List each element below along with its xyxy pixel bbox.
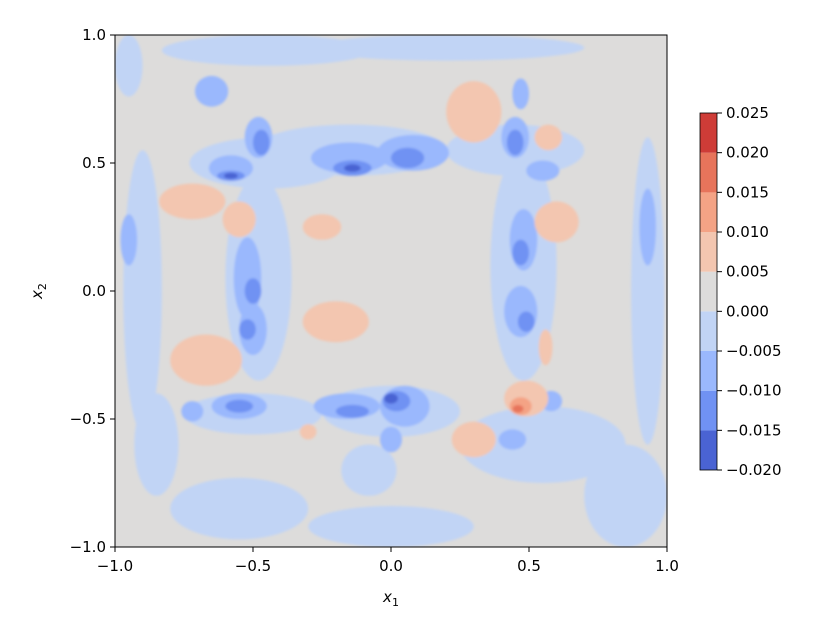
- contour-region: [170, 477, 309, 540]
- colorbar-band: [700, 152, 717, 193]
- contour-region: [308, 506, 474, 547]
- contour-region: [446, 81, 502, 143]
- colorbar-tick-label: −0.010: [726, 382, 782, 400]
- colorbar-tick-label: 0.025: [726, 104, 769, 122]
- contour-region: [308, 35, 585, 61]
- contour-region: [504, 285, 538, 338]
- contour-region: [344, 164, 361, 172]
- contour-region: [512, 405, 524, 413]
- contour-region: [391, 147, 425, 169]
- colorbar-ticks: −0.020 −0.015 −0.010 −0.005 0.000 0.005 0.010 0…: [717, 104, 782, 479]
- contour-region: [195, 75, 229, 107]
- colorbar-tick-label: −0.005: [726, 342, 782, 360]
- colorbar-band: [700, 271, 717, 312]
- colorbar-tick-label: 0.020: [726, 144, 769, 162]
- y-tick-label: −1.0: [70, 538, 106, 556]
- plot-area: [114, 34, 668, 548]
- contour-region: [244, 278, 262, 304]
- contour-region: [161, 35, 372, 66]
- colorbar-tick-label: −0.015: [726, 421, 782, 439]
- x-tick-label: −1.0: [97, 557, 133, 575]
- contour-region: [451, 421, 496, 458]
- contour-region: [123, 150, 162, 432]
- contour-region: [225, 399, 253, 413]
- colorbar-tick-label: −0.020: [726, 461, 782, 479]
- y-tick-label: 1.0: [82, 26, 106, 44]
- contour-region: [302, 301, 369, 343]
- colorbar-band: [700, 390, 717, 431]
- contour-region: [534, 201, 579, 243]
- contour-region: [239, 319, 256, 340]
- contour-region: [517, 311, 535, 332]
- contour-region: [302, 214, 342, 240]
- x-tick-label: 0.0: [379, 557, 403, 575]
- y-axis-label: x2: [28, 283, 49, 300]
- contour-region: [584, 444, 667, 547]
- contour-region: [384, 393, 398, 404]
- colorbar-tick-label: 0.005: [726, 263, 769, 281]
- colorbar-frame: [699, 112, 718, 471]
- colorbar-band: [700, 351, 717, 391]
- contour-region: [299, 424, 317, 440]
- colorbar-bands: [700, 113, 717, 470]
- colorbar-band: [700, 232, 717, 272]
- contour-region: [341, 444, 397, 496]
- contour-region: [170, 334, 243, 386]
- contour-region: [222, 201, 256, 238]
- contour-region: [506, 129, 524, 156]
- x-tick-label: −0.5: [235, 557, 271, 575]
- contour-region: [380, 426, 402, 453]
- colorbar-band: [700, 311, 717, 351]
- contour-region: [115, 35, 143, 97]
- colorbar: −0.020 −0.015 −0.010 −0.005 0.000 0.005 0.010 0…: [699, 104, 782, 479]
- y-tick-label: 0.5: [82, 154, 106, 172]
- contour-region: [526, 160, 560, 181]
- contour-region: [639, 188, 656, 266]
- contour-region: [512, 78, 529, 110]
- contour-region: [252, 129, 270, 156]
- x-tick-label: 1.0: [655, 557, 679, 575]
- colorbar-tick-label: 0.010: [726, 223, 769, 241]
- contour-region: [534, 124, 563, 151]
- contour-region: [538, 329, 553, 366]
- contour-region: [120, 214, 138, 266]
- x-tick-label: 0.5: [517, 557, 541, 575]
- colorbar-band: [700, 430, 717, 470]
- contour-region: [498, 429, 527, 450]
- y-tick-label: −0.5: [70, 410, 106, 428]
- colorbar-tick-label: 0.015: [726, 183, 769, 201]
- contour-region: [224, 172, 238, 179]
- colorbar-band: [700, 192, 717, 232]
- contour-region: [181, 401, 204, 422]
- contour-region: [631, 137, 665, 445]
- contour-region: [460, 406, 626, 483]
- x-axis-label: x1: [382, 588, 399, 609]
- contour-regions: [115, 35, 667, 547]
- contour-region: [512, 239, 529, 266]
- x-axis: −1.0 −0.5 0.0 0.5 1.0: [97, 547, 679, 575]
- contour-region: [335, 404, 369, 418]
- contour-region: [134, 393, 179, 496]
- y-axis: −1.0 −0.5 0.0 0.5 1.0: [70, 26, 115, 556]
- colorbar-band: [700, 113, 717, 153]
- colorbar-tick-label: 0.000: [726, 302, 769, 320]
- y-tick-label: 0.0: [82, 282, 106, 300]
- contour-region: [159, 183, 226, 220]
